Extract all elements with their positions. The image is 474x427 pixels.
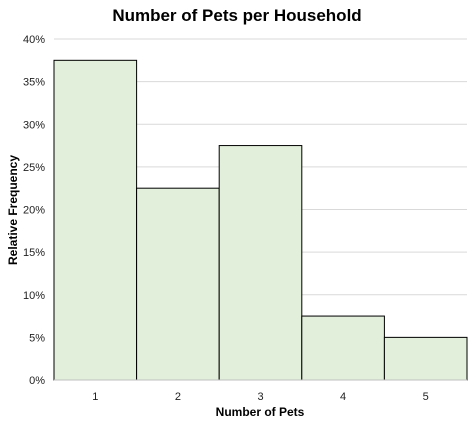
- y-tick-label: 5%: [29, 332, 45, 344]
- y-tick-label: 20%: [23, 205, 45, 217]
- y-tick-label: 25%: [23, 162, 45, 174]
- bar-4: [301, 315, 385, 381]
- x-tick-labels: 1 2 3 4 5: [92, 391, 429, 403]
- x-tick-label: 1: [92, 391, 98, 403]
- y-tick-label: 40%: [23, 34, 45, 46]
- y-axis-title: Relative Frequency: [6, 155, 20, 265]
- x-tick-label: 3: [257, 391, 263, 403]
- y-tick-label: 0%: [29, 375, 45, 387]
- bars: [53, 59, 468, 381]
- y-tick-label: 15%: [23, 247, 45, 259]
- bar-1: [53, 59, 138, 381]
- bar-2: [136, 187, 220, 381]
- y-tick-label: 35%: [23, 77, 45, 89]
- bar-5: [383, 336, 468, 381]
- chart-title: Number of Pets per Household: [112, 6, 361, 25]
- x-axis-title: Number of Pets: [216, 405, 305, 419]
- x-tick-label: 4: [340, 391, 346, 403]
- y-tick-labels: 0% 5% 10% 15% 20% 25% 30% 35% 40%: [23, 34, 45, 387]
- bar-3: [218, 145, 303, 381]
- y-tick-label: 30%: [23, 119, 45, 131]
- y-tick-label: 10%: [23, 290, 45, 302]
- x-tick-label: 5: [423, 391, 429, 403]
- x-tick-label: 2: [175, 391, 181, 403]
